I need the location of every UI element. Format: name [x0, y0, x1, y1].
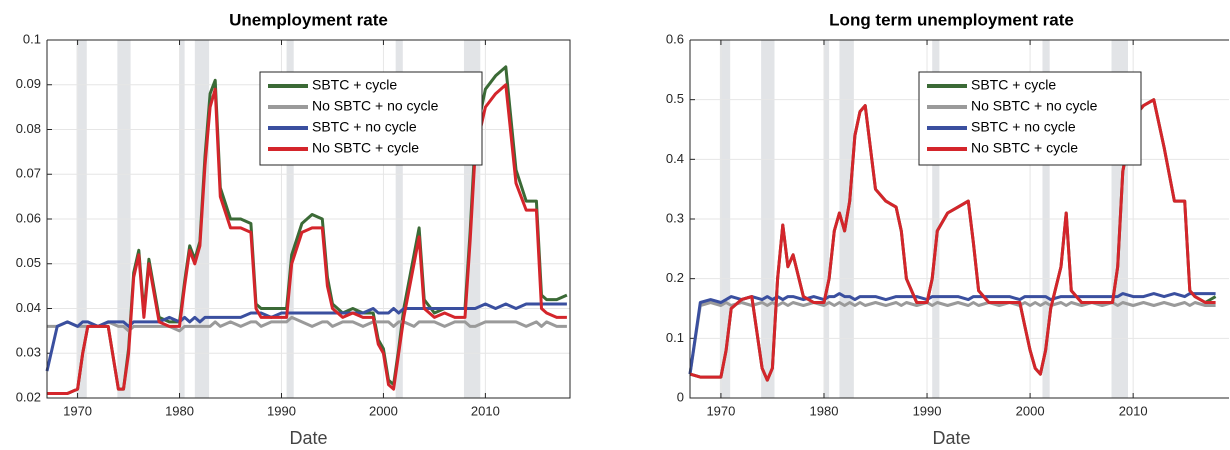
y-tick-label: 0.06 — [16, 210, 41, 225]
x-tick-label: 1990 — [913, 403, 942, 418]
y-tick-label: 0.4 — [666, 151, 684, 166]
y-tick-label: 0.6 — [666, 31, 684, 46]
x-tick-label: 1970 — [63, 403, 92, 418]
data-line — [47, 315, 567, 333]
y-tick-label: 0 — [677, 389, 684, 404]
legend-label: No SBTC + no cycle — [312, 98, 439, 114]
x-tick-label: 1970 — [706, 403, 735, 418]
y-tick-label: 0.07 — [16, 166, 41, 181]
data-line — [47, 83, 567, 395]
legend-label: SBTC + no cycle — [312, 119, 417, 135]
data-line — [688, 292, 1216, 375]
y-tick-label: 0.04 — [16, 300, 41, 315]
y-tick-label: 0.1 — [666, 330, 684, 345]
x-axis-label: Date — [289, 428, 327, 448]
x-tick-label: 1990 — [267, 403, 296, 418]
y-tick-label: 0.02 — [16, 389, 41, 404]
x-tick-label: 2010 — [471, 403, 500, 418]
y-tick-label: 0.03 — [16, 345, 41, 360]
y-tick-label: 0.05 — [16, 255, 41, 270]
y-tick-label: 0.1 — [23, 31, 41, 46]
x-tick-label: 1980 — [165, 403, 194, 418]
chart-title: Long term unemployment rate — [829, 10, 1074, 29]
x-tick-label: 2000 — [1016, 403, 1045, 418]
legend-label: No SBTC + cycle — [971, 140, 1078, 156]
legend-label: No SBTC + no cycle — [971, 98, 1098, 114]
legend-label: SBTC + no cycle — [971, 119, 1076, 135]
y-tick-label: 0.2 — [666, 270, 684, 285]
axes-box — [46, 39, 571, 399]
x-axis-label: Date — [932, 428, 970, 448]
axes-box — [689, 40, 1229, 399]
legend-label: SBTC + cycle — [971, 77, 1056, 93]
y-tick-label: 0.08 — [16, 121, 41, 136]
legend-label: No SBTC + cycle — [312, 140, 419, 156]
data-line — [45, 302, 567, 372]
y-tick-label: 0.09 — [16, 76, 41, 91]
y-tick-label: 0.5 — [666, 91, 684, 106]
y-tick-label: 0.3 — [666, 210, 684, 225]
chart-title: Unemployment rate — [229, 10, 388, 29]
data-line — [689, 98, 1216, 382]
x-tick-label: 2000 — [369, 403, 398, 418]
data-line — [688, 301, 1216, 375]
legend-label: SBTC + cycle — [312, 77, 397, 93]
x-tick-label: 2010 — [1119, 403, 1148, 418]
x-tick-label: 1980 — [810, 403, 839, 418]
